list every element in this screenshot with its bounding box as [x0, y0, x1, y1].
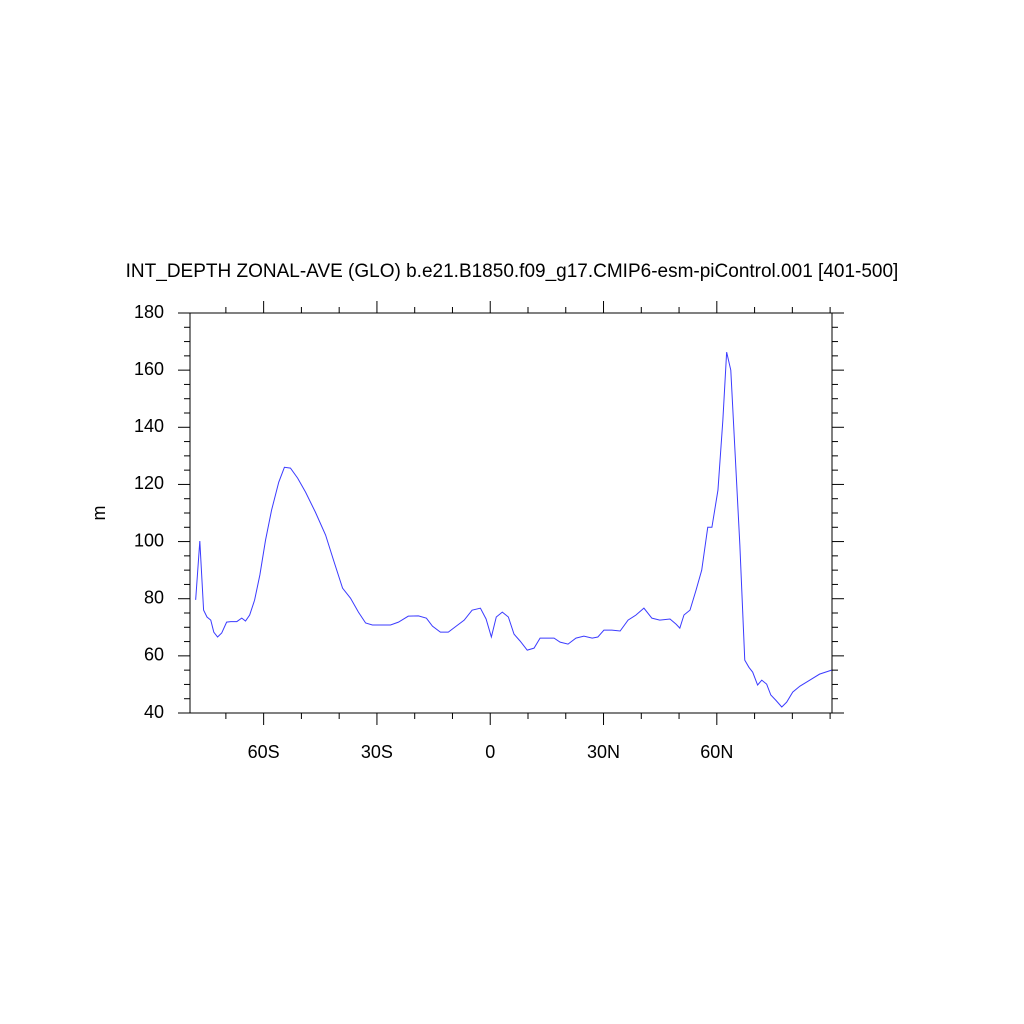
- plot-frame: [189, 312, 833, 714]
- y-tick-label: 120: [134, 473, 164, 493]
- y-axis-label: m: [89, 506, 109, 521]
- y-tick-label: 80: [144, 587, 164, 607]
- x-tick-label: 60S: [248, 742, 280, 762]
- x-tick-label: 30N: [587, 742, 620, 762]
- y-tick-label: 60: [144, 645, 164, 665]
- y-tick-label: 40: [144, 702, 164, 722]
- x-tick-label: 30S: [361, 742, 393, 762]
- x-tick-label: 60N: [700, 742, 733, 762]
- y-tick-label: 180: [134, 302, 164, 322]
- y-tick-label: 140: [134, 416, 164, 436]
- data-line: [195, 352, 832, 708]
- x-tick-label: 0: [485, 742, 495, 762]
- y-tick-label: 100: [134, 530, 164, 550]
- y-tick-label: 160: [134, 359, 164, 379]
- chart-title: INT_DEPTH ZONAL-AVE (GLO) b.e21.B1850.f0…: [126, 261, 899, 282]
